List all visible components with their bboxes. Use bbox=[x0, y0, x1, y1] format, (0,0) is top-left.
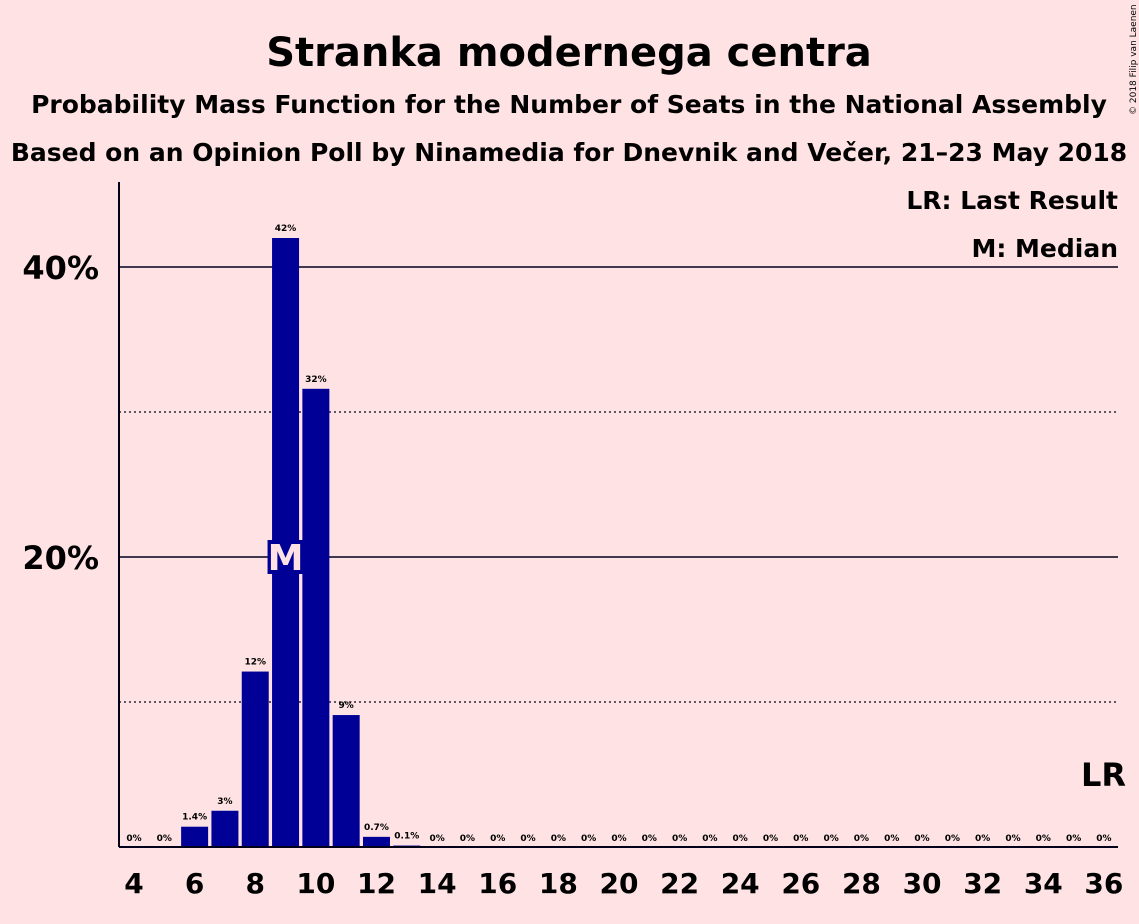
copyright-notice: © 2018 Filip van Laenen bbox=[1129, 4, 1139, 115]
bar-value-label: 0% bbox=[884, 834, 899, 844]
bar-value-label: 0% bbox=[945, 834, 960, 844]
chart-subtitle-2: Based on an Opinion Poll by Ninamedia fo… bbox=[11, 138, 1127, 167]
bar-value-label: 0% bbox=[823, 834, 838, 844]
x-tick-label: 6 bbox=[185, 867, 204, 900]
bar-value-label: 0% bbox=[854, 834, 869, 844]
bar-value-label: 0% bbox=[520, 834, 535, 844]
bar-value-label: 0% bbox=[490, 834, 505, 844]
bar-value-label: 0% bbox=[551, 834, 566, 844]
bar-value-label: 0.7% bbox=[364, 823, 389, 833]
bar-value-label: 0% bbox=[793, 834, 808, 844]
bar-value-label: 0.1% bbox=[394, 832, 419, 842]
chart-title: Stranka modernega centra bbox=[266, 30, 872, 76]
bar-value-label: 1.4% bbox=[182, 813, 207, 823]
x-tick-label: 24 bbox=[721, 867, 760, 900]
x-tick-label: 8 bbox=[245, 867, 264, 900]
bar-value-label: 0% bbox=[1096, 834, 1111, 844]
y-tick-label: 20% bbox=[22, 539, 99, 577]
bar-value-label: 0% bbox=[702, 834, 717, 844]
bar bbox=[241, 671, 269, 847]
bar bbox=[181, 826, 209, 847]
bar bbox=[302, 388, 330, 847]
axes bbox=[118, 182, 1118, 848]
bar-value-label: 9% bbox=[339, 701, 354, 711]
bar-value-label: 0% bbox=[763, 834, 778, 844]
tick-labels: 20% 40% 4 6 8 10 12 14 16 18 20 22 24 26 28 30 32 34 36 LR bbox=[22, 249, 1126, 900]
bar bbox=[211, 810, 239, 847]
x-tick-label: 22 bbox=[660, 867, 699, 900]
bar-value-label: 0% bbox=[975, 834, 990, 844]
bar-value-label: 12% bbox=[244, 658, 266, 668]
x-tick-label: 28 bbox=[842, 867, 881, 900]
x-tick-label: 16 bbox=[478, 867, 517, 900]
x-tick-label: 32 bbox=[963, 867, 1002, 900]
bar-value-label: 0% bbox=[157, 834, 172, 844]
legend-last-result: LR: Last Result bbox=[906, 186, 1118, 215]
bar bbox=[362, 836, 390, 847]
bar-value-label: 0% bbox=[1005, 834, 1020, 844]
grid-lines bbox=[119, 266, 1118, 703]
chart-subtitle-1: Probability Mass Function for the Number… bbox=[31, 90, 1107, 119]
bar-value-labels: 0% 0% 1.4% 3% 12% 42% M 32% 9% 0.7% 0.1% 0% 0% 0% 0% 0%… bbox=[126, 224, 1111, 844]
x-tick-label: 18 bbox=[539, 867, 578, 900]
median-marker-background bbox=[267, 540, 304, 574]
bar-value-label: 0% bbox=[126, 834, 141, 844]
last-result-marker: LR bbox=[1081, 756, 1126, 794]
bar-value-label: 42% bbox=[275, 224, 297, 234]
bar-value-label: 0% bbox=[1036, 834, 1051, 844]
bar-value-label: 0% bbox=[1066, 834, 1081, 844]
x-tick-label: 36 bbox=[1084, 867, 1123, 900]
bar-value-label: 0% bbox=[672, 834, 687, 844]
bar-value-label: 0% bbox=[581, 834, 596, 844]
bar-value-label: 0% bbox=[460, 834, 475, 844]
bar-value-label: 32% bbox=[305, 375, 327, 385]
bar-value-label: 0% bbox=[914, 834, 929, 844]
x-tick-label: 30 bbox=[903, 867, 942, 900]
x-tick-label: 10 bbox=[296, 867, 335, 900]
x-tick-label: 14 bbox=[418, 867, 457, 900]
x-tick-label: 4 bbox=[124, 867, 143, 900]
x-tick-label: 12 bbox=[357, 867, 396, 900]
bar-value-label: 0% bbox=[429, 834, 444, 844]
bar-value-label: 0% bbox=[611, 834, 626, 844]
x-tick-label: 20 bbox=[599, 867, 638, 900]
y-tick-label: 40% bbox=[22, 249, 99, 287]
x-tick-label: 26 bbox=[781, 867, 820, 900]
bar-value-label: 0% bbox=[642, 834, 657, 844]
bar-value-label: 3% bbox=[217, 797, 232, 807]
median-marker: M bbox=[268, 538, 304, 579]
bar bbox=[332, 715, 360, 847]
bar-value-label: 0% bbox=[733, 834, 748, 844]
legend-median: M: Median bbox=[971, 234, 1118, 263]
x-tick-label: 34 bbox=[1024, 867, 1063, 900]
